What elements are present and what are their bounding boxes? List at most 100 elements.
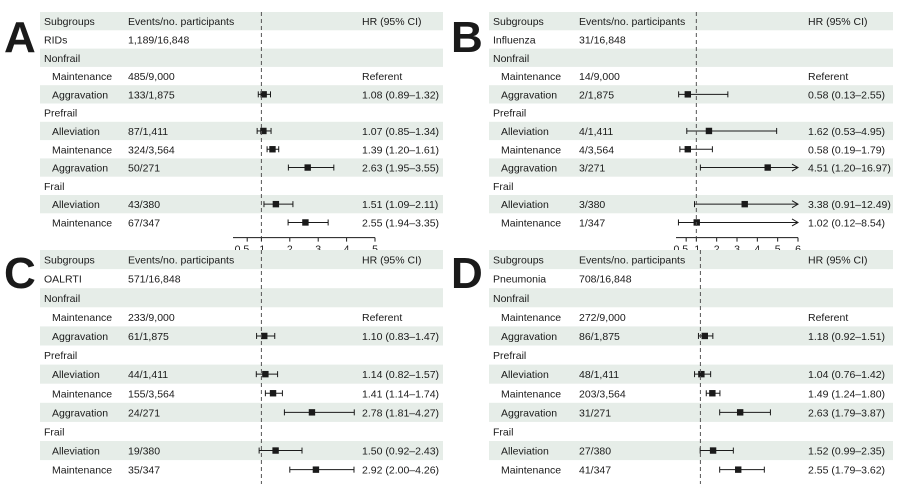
- column-header-hr: HR (95% CI): [362, 255, 422, 267]
- subgroup-label: Maintenance: [501, 465, 561, 477]
- row-band: [40, 158, 443, 177]
- subgroup-label: Aggravation: [52, 407, 108, 419]
- subgroup-header: Frail: [44, 426, 64, 438]
- hr-value: 1.49 (1.24–1.80): [808, 388, 885, 400]
- hr-value: Referent: [808, 312, 848, 324]
- row-band: [489, 441, 893, 461]
- overall-events: 1,189/16,848: [128, 34, 189, 46]
- row-band: [40, 402, 443, 422]
- column-header-subgroups: Subgroups: [493, 255, 544, 267]
- hr-value: 1.10 (0.83–1.47): [362, 331, 439, 343]
- x-tick-label: 1: [259, 244, 265, 256]
- overall-label: Influenza: [493, 34, 536, 46]
- forest-panel-b: B Subgroups Events/no. participants HR (95%…: [451, 12, 893, 256]
- column-header-hr: HR (95% CI): [808, 16, 868, 28]
- subgroup-label: Aggravation: [52, 163, 108, 175]
- events-value: 43/380: [128, 199, 160, 211]
- subgroup-label: Alleviation: [52, 126, 100, 138]
- x-tick-label: 4: [344, 244, 350, 256]
- column-header-subgroups: Subgroups: [44, 255, 95, 267]
- overall-label: Pneumonia: [493, 274, 546, 286]
- ci-arrow: [791, 163, 799, 172]
- hr-point: [261, 332, 268, 340]
- x-tick-label: 2: [287, 244, 293, 256]
- subgroup-label: Aggravation: [501, 89, 557, 101]
- subgroup-label: Maintenance: [501, 144, 561, 156]
- hr-value: 1.62 (0.53–4.95): [808, 126, 885, 138]
- row-band: [40, 121, 443, 141]
- hr-point: [260, 127, 267, 135]
- events-value: 155/3,564: [128, 388, 175, 400]
- subgroup-header: Nonfrail: [493, 53, 529, 65]
- subgroup-label: Alleviation: [501, 446, 549, 458]
- subgroup-header: Prefrail: [493, 108, 526, 120]
- column-header-events: Events/no. participants: [128, 255, 234, 267]
- subgroup-header: Frail: [44, 181, 64, 193]
- hr-value: 4.51 (1.20–16.97): [808, 163, 891, 175]
- events-value: 4/1,411: [579, 126, 613, 138]
- subgroup-header: Nonfrail: [44, 293, 80, 305]
- hr-point: [312, 466, 320, 473]
- forest-panel-a: A Subgroups Events/no. participants HR (95%…: [4, 12, 443, 256]
- hr-point: [272, 447, 279, 454]
- events-value: 272/9,000: [579, 312, 626, 324]
- events-value: 233/9,000: [128, 312, 175, 324]
- events-value: 27/380: [579, 446, 611, 458]
- hr-point: [304, 164, 311, 171]
- subgroup-label: Maintenance: [52, 312, 112, 324]
- x-tick-label: 5: [775, 244, 781, 256]
- row-band: [40, 364, 443, 384]
- row-band: [489, 288, 893, 308]
- events-value: 203/3,564: [579, 388, 626, 400]
- panel-label: C: [4, 249, 36, 298]
- events-value: 86/1,875: [579, 331, 620, 343]
- hr-value: 2.55 (1.94–3.35): [362, 217, 439, 229]
- hr-point: [701, 332, 708, 340]
- hr-point: [709, 447, 717, 454]
- hr-value: Referent: [808, 71, 848, 83]
- row-band: [40, 288, 443, 308]
- row-band: [489, 250, 893, 270]
- panel-label: D: [451, 249, 483, 298]
- column-header-hr: HR (95% CI): [808, 255, 868, 267]
- hr-value: 0.58 (0.13–2.55): [808, 89, 885, 101]
- subgroup-label: Aggravation: [52, 331, 108, 343]
- subgroup-label: Alleviation: [52, 446, 100, 458]
- events-value: 3/271: [579, 163, 605, 175]
- forest-panel-d: D Subgroups Events/no. participants HR (95%…: [451, 249, 893, 484]
- row-band: [489, 364, 893, 384]
- hr-value: 2.63 (1.95–3.55): [362, 163, 439, 175]
- hr-point: [272, 200, 280, 208]
- hr-value: 1.51 (1.09–2.11): [362, 199, 438, 211]
- hr-point: [741, 200, 748, 208]
- row-band: [489, 12, 893, 31]
- events-value: 41/347: [579, 465, 611, 477]
- hr-value: 1.04 (0.76–1.42): [808, 369, 885, 381]
- subgroup-header: Frail: [493, 426, 513, 438]
- hr-point: [269, 390, 277, 397]
- hr-value: 1.50 (0.92–2.43): [362, 446, 439, 458]
- row-band: [489, 402, 893, 422]
- row-band: [40, 195, 443, 214]
- hr-value: 3.38 (0.91–12.49): [808, 199, 891, 211]
- hr-point: [735, 466, 742, 473]
- subgroup-label: Maintenance: [52, 71, 112, 83]
- hr-point: [705, 127, 713, 135]
- hr-point: [764, 164, 771, 171]
- subgroup-header: Frail: [493, 181, 513, 193]
- column-header-subgroups: Subgroups: [44, 16, 95, 28]
- hr-value: 0.58 (0.19–1.79): [808, 144, 885, 156]
- row-band: [40, 12, 443, 31]
- events-value: 48/1,411: [579, 369, 619, 381]
- x-tick-label: 6: [795, 244, 801, 256]
- events-value: 31/271: [579, 407, 611, 419]
- hr-value: 1.41 (1.14–1.74): [362, 388, 439, 400]
- hr-value: 1.52 (0.99–2.35): [808, 446, 885, 458]
- subgroup-label: Maintenance: [501, 217, 561, 229]
- ci-arrow: [791, 200, 799, 209]
- x-tick-label: 4: [754, 244, 760, 256]
- subgroup-label: Maintenance: [52, 388, 112, 400]
- subgroup-label: Alleviation: [501, 126, 549, 138]
- overall-events: 31/16,848: [579, 34, 626, 46]
